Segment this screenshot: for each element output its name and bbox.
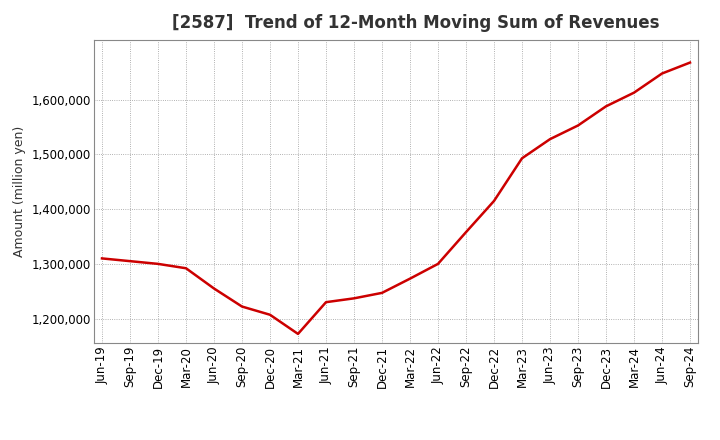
Y-axis label: Amount (million yen): Amount (million yen) — [13, 126, 26, 257]
Text: [2587]  Trend of 12-Month Moving Sum of Revenues: [2587] Trend of 12-Month Moving Sum of R… — [172, 15, 660, 33]
